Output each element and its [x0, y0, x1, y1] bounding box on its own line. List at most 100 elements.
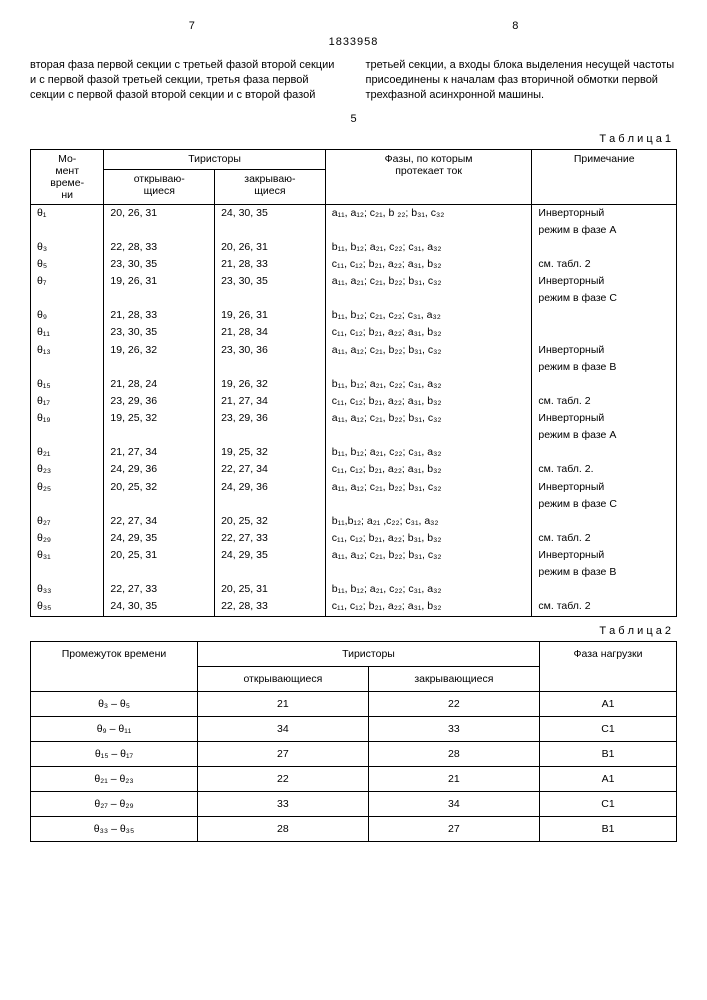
table-cell — [104, 290, 215, 307]
t2-th-thyr: Тиристоры — [198, 641, 540, 666]
body-column-right: третьей секции, а входы блока выделения … — [366, 58, 678, 103]
table-cell: A1 — [540, 691, 677, 716]
body-column-left: вторая фаза первой секции с третьей фазо… — [30, 58, 342, 103]
table-cell — [325, 359, 532, 376]
table-cell: 21, 28, 24 — [104, 376, 215, 393]
table-cell: см. табл. 2 — [532, 530, 677, 547]
t2-th-open: открывающиеся — [198, 666, 369, 691]
table-row: режим в фазе С — [31, 496, 677, 513]
table-cell: θ₂₇ – θ₂₉ — [31, 791, 198, 816]
table-cell: θ₂₁ — [31, 444, 104, 461]
table-cell — [325, 496, 532, 513]
table-cell: 23, 29, 36 — [215, 410, 326, 427]
table-cell: b₁₁,b₁₂; a₂₁ ,c₂₂; c₃₁, a₃₂ — [325, 513, 532, 530]
table-cell: θ₂₉ — [31, 530, 104, 547]
table-cell: θ₁₁ — [31, 324, 104, 341]
table-cell — [215, 222, 326, 239]
table-cell: 28 — [198, 816, 369, 841]
table-cell: 21 — [198, 691, 369, 716]
table-cell: 21, 28, 34 — [215, 324, 326, 341]
table-cell: 21 — [368, 766, 539, 791]
table-row: θ₂₁ – θ₂₃2221A1 — [31, 766, 677, 791]
table-cell: 23, 30, 35 — [104, 324, 215, 341]
table-cell: 22, 27, 33 — [104, 581, 215, 598]
table-cell — [104, 496, 215, 513]
table-cell — [215, 427, 326, 444]
table-cell: 22, 28, 33 — [215, 598, 326, 616]
table-row: θ₁₅ – θ₁₇2728B1 — [31, 741, 677, 766]
th-close: закрываю-щиеся — [215, 170, 326, 204]
table-cell — [31, 222, 104, 239]
table-cell — [325, 222, 532, 239]
table-cell — [31, 290, 104, 307]
table-cell — [31, 359, 104, 376]
table-row: θ₃₃22, 27, 3320, 25, 31b₁₁, b₁₂; a₂₁, c₂… — [31, 581, 677, 598]
table-cell: 22, 28, 33 — [104, 239, 215, 256]
table-row: θ₅23, 30, 3521, 28, 33c₁₁, c₁₂; b₂₁, a₂₂… — [31, 256, 677, 273]
table-cell: a₁₁, a₁₂; c₂₁, b₂₂; b₃₁, c₃₂ — [325, 410, 532, 427]
table-cell: режим в фазе В — [532, 359, 677, 376]
table-cell: b₁₁, b₁₂; c₂₁, c₂₂; c₃₁, a₃₂ — [325, 307, 532, 324]
table-row: θ₃22, 28, 3320, 26, 31b₁₁, b₁₂; a₂₁, c₂₂… — [31, 239, 677, 256]
table-cell: режим в фазе В — [532, 564, 677, 581]
table-cell: B1 — [540, 816, 677, 841]
table-row: θ₃₃ – θ₃₅2827B1 — [31, 816, 677, 841]
table-cell: 19, 26, 32 — [104, 342, 215, 359]
table-cell — [532, 444, 677, 461]
table-cell: 19, 25, 32 — [104, 410, 215, 427]
table-cell: c₁₁, c₁₂; b₂₁, a₂₂; b₃₁, b₃₂ — [325, 530, 532, 547]
table-row: режим в фазе А — [31, 222, 677, 239]
table-cell: см. табл. 2. — [532, 461, 677, 478]
table-cell: θ₂₇ — [31, 513, 104, 530]
table-cell — [215, 359, 326, 376]
table1-label: Т а б л и ц а 1 — [30, 133, 671, 145]
table-cell — [532, 581, 677, 598]
table-cell: θ₂₅ — [31, 479, 104, 496]
table-cell: a₁₁, a₁₂; c₂₁, b₂₂; b₃₁, c₃₂ — [325, 547, 532, 564]
table-cell: θ₁ — [31, 204, 104, 222]
t2-th-load: Фаза нагрузки — [540, 641, 677, 691]
table-cell — [532, 513, 677, 530]
table-row: θ₂₃24, 29, 3622, 27, 34c₁₁, c₁₂; b₂₁, a₂… — [31, 461, 677, 478]
table-cell: b₁₁, b₁₂; a₂₁, c₂₂; c₃₁, a₃₂ — [325, 376, 532, 393]
table-row: режим в фазе В — [31, 359, 677, 376]
table-cell — [532, 307, 677, 324]
table-row: θ₂₁21, 27, 3419, 25, 32b₁₁, b₁₂; a₂₁, c₂… — [31, 444, 677, 461]
table-row: режим в фазе А — [31, 427, 677, 444]
table-cell: 23, 30, 36 — [215, 342, 326, 359]
table-cell: 20, 26, 31 — [104, 204, 215, 222]
table-cell: 24, 29, 35 — [215, 547, 326, 564]
table-cell: 20, 26, 31 — [215, 239, 326, 256]
table-cell — [104, 427, 215, 444]
t2-th-interval: Промежуток времени — [31, 641, 198, 691]
table-cell: см. табл. 2 — [532, 256, 677, 273]
table-cell: режим в фазе С — [532, 290, 677, 307]
table-cell — [325, 427, 532, 444]
table-cell: 22 — [368, 691, 539, 716]
table-cell: a₁₁, a₁₂; c₂₁, b₂₂; b₃₁, c₃₂ — [325, 479, 532, 496]
table-cell: θ₃₃ — [31, 581, 104, 598]
table-cell: B1 — [540, 741, 677, 766]
table-row: θ₁₃19, 26, 3223, 30, 36a₁₁, a₁₂; c₂₁, b₂… — [31, 342, 677, 359]
table-cell: Инверторный — [532, 273, 677, 290]
table-cell: c₁₁, c₁₂; b₂₁, a₂₂; a₃₁, b₃₂ — [325, 461, 532, 478]
table-cell: c₁₁, c₁₂; b₂₁, a₂₂; a₃₁, b₃₂ — [325, 598, 532, 616]
table-cell: b₁₁, b₁₂; a₂₁, c₂₂; c₃₁, a₃₂ — [325, 444, 532, 461]
table-cell: 20, 25, 32 — [104, 479, 215, 496]
table-cell — [325, 290, 532, 307]
table2: Промежуток времени Тиристоры Фаза нагруз… — [30, 641, 677, 842]
table-cell — [31, 564, 104, 581]
table-row: режим в фазе В — [31, 564, 677, 581]
table-cell: θ₂₃ — [31, 461, 104, 478]
table-cell: θ₇ — [31, 273, 104, 290]
table-cell: b₁₁, b₁₂; a₂₁, c₂₂; c₃₁, a₃₂ — [325, 239, 532, 256]
table-cell: Инверторный — [532, 410, 677, 427]
table-cell: 20, 25, 31 — [104, 547, 215, 564]
table-row: θ₂₉24, 29, 3522, 27, 33c₁₁, c₁₂; b₂₁, a₂… — [31, 530, 677, 547]
table-cell: 34 — [368, 791, 539, 816]
table-cell: Инверторный — [532, 479, 677, 496]
table-cell — [104, 359, 215, 376]
table-cell — [532, 324, 677, 341]
table-cell: 23, 29, 36 — [104, 393, 215, 410]
table-row: режим в фазе С — [31, 290, 677, 307]
